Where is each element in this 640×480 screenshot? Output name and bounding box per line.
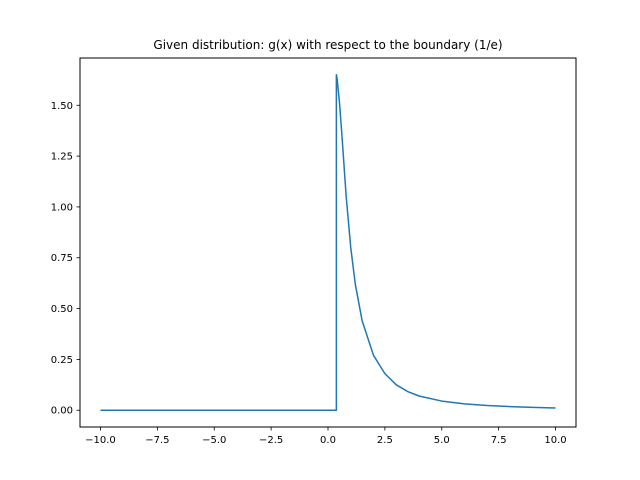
y-tick-label: 1.50 xyxy=(51,101,73,112)
x-tick-label: 10.0 xyxy=(544,435,566,446)
y-tick-label: 0.75 xyxy=(51,253,73,264)
y-axis: 0.00 0.25 0.50 0.75 1.00 1.25 1.50 xyxy=(51,101,80,417)
x-tick-label: 5.0 xyxy=(434,435,450,446)
x-tick-label: −5.0 xyxy=(202,435,226,446)
x-tick-label: −7.5 xyxy=(145,435,169,446)
y-tick-label: 0.00 xyxy=(51,406,73,417)
chart-title: Given distribution: g(x) with respect to… xyxy=(153,38,502,52)
x-tick-label: 7.5 xyxy=(491,435,507,446)
plot-area xyxy=(100,74,556,411)
x-tick-label: −10.0 xyxy=(85,435,116,446)
y-tick-label: 1.25 xyxy=(51,152,73,163)
x-axis: −10.0 −7.5 −5.0 −2.5 0.0 2.5 5.0 7.5 10.0 xyxy=(85,427,567,446)
y-tick-label: 0.50 xyxy=(51,304,73,315)
axes-frame xyxy=(79,57,577,428)
y-tick-label: 0.25 xyxy=(51,355,73,366)
x-tick-label: 2.5 xyxy=(377,435,393,446)
x-tick-label: −2.5 xyxy=(259,435,283,446)
y-tick-label: 1.00 xyxy=(51,202,73,213)
x-tick-label: 0.0 xyxy=(320,435,336,446)
series-line-0 xyxy=(100,74,556,411)
